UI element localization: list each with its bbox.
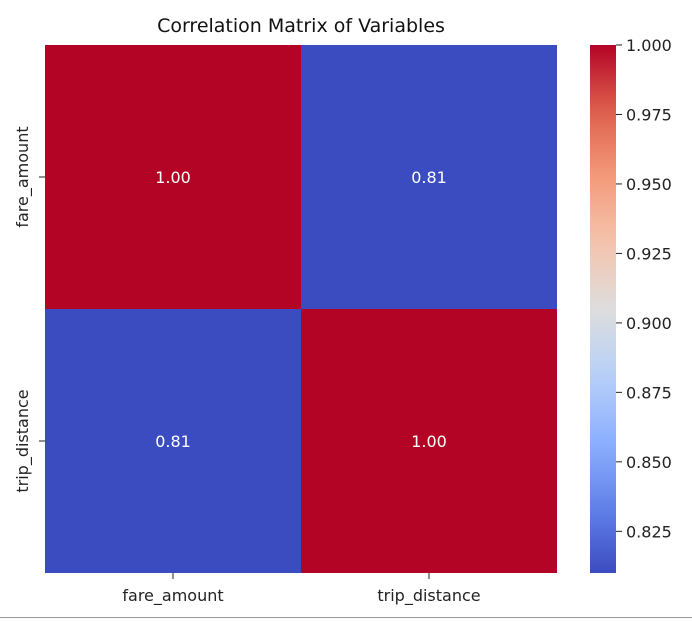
colorbar-tick-label: 0.900 — [626, 314, 672, 333]
heatmap-cell-fare_amount-trip_distance — [301, 45, 557, 309]
cell-value-label: 0.81 — [155, 432, 191, 451]
bottom-divider — [0, 617, 692, 618]
cell-value-label: 1.00 — [411, 432, 447, 451]
colorbar-tick-label: 0.875 — [626, 383, 672, 402]
y-tick-label: fare_amount — [13, 126, 33, 227]
colorbar-tick-label: 0.950 — [626, 175, 672, 194]
heatmap-cell-trip_distance-fare_amount — [45, 309, 301, 573]
heatmap-cell-fare_amount-fare_amount — [45, 45, 301, 309]
colorbar-tick-label: 1.000 — [626, 36, 672, 55]
cell-value-label: 0.81 — [411, 168, 447, 187]
colorbar-tick-label: 0.850 — [626, 453, 672, 472]
colorbar — [590, 45, 616, 573]
heatmap-cell-trip_distance-trip_distance — [301, 309, 557, 573]
y-tick-label: trip_distance — [13, 389, 33, 492]
chart-title: Correlation Matrix of Variables — [157, 15, 445, 37]
colorbar-tick-label: 0.825 — [626, 522, 672, 541]
colorbar-tick-label: 0.975 — [626, 105, 672, 124]
x-tick-label: trip_distance — [377, 586, 480, 606]
colorbar-tick-label: 0.925 — [626, 244, 672, 263]
cell-value-label: 1.00 — [155, 168, 191, 187]
x-tick-label: fare_amount — [122, 586, 223, 606]
